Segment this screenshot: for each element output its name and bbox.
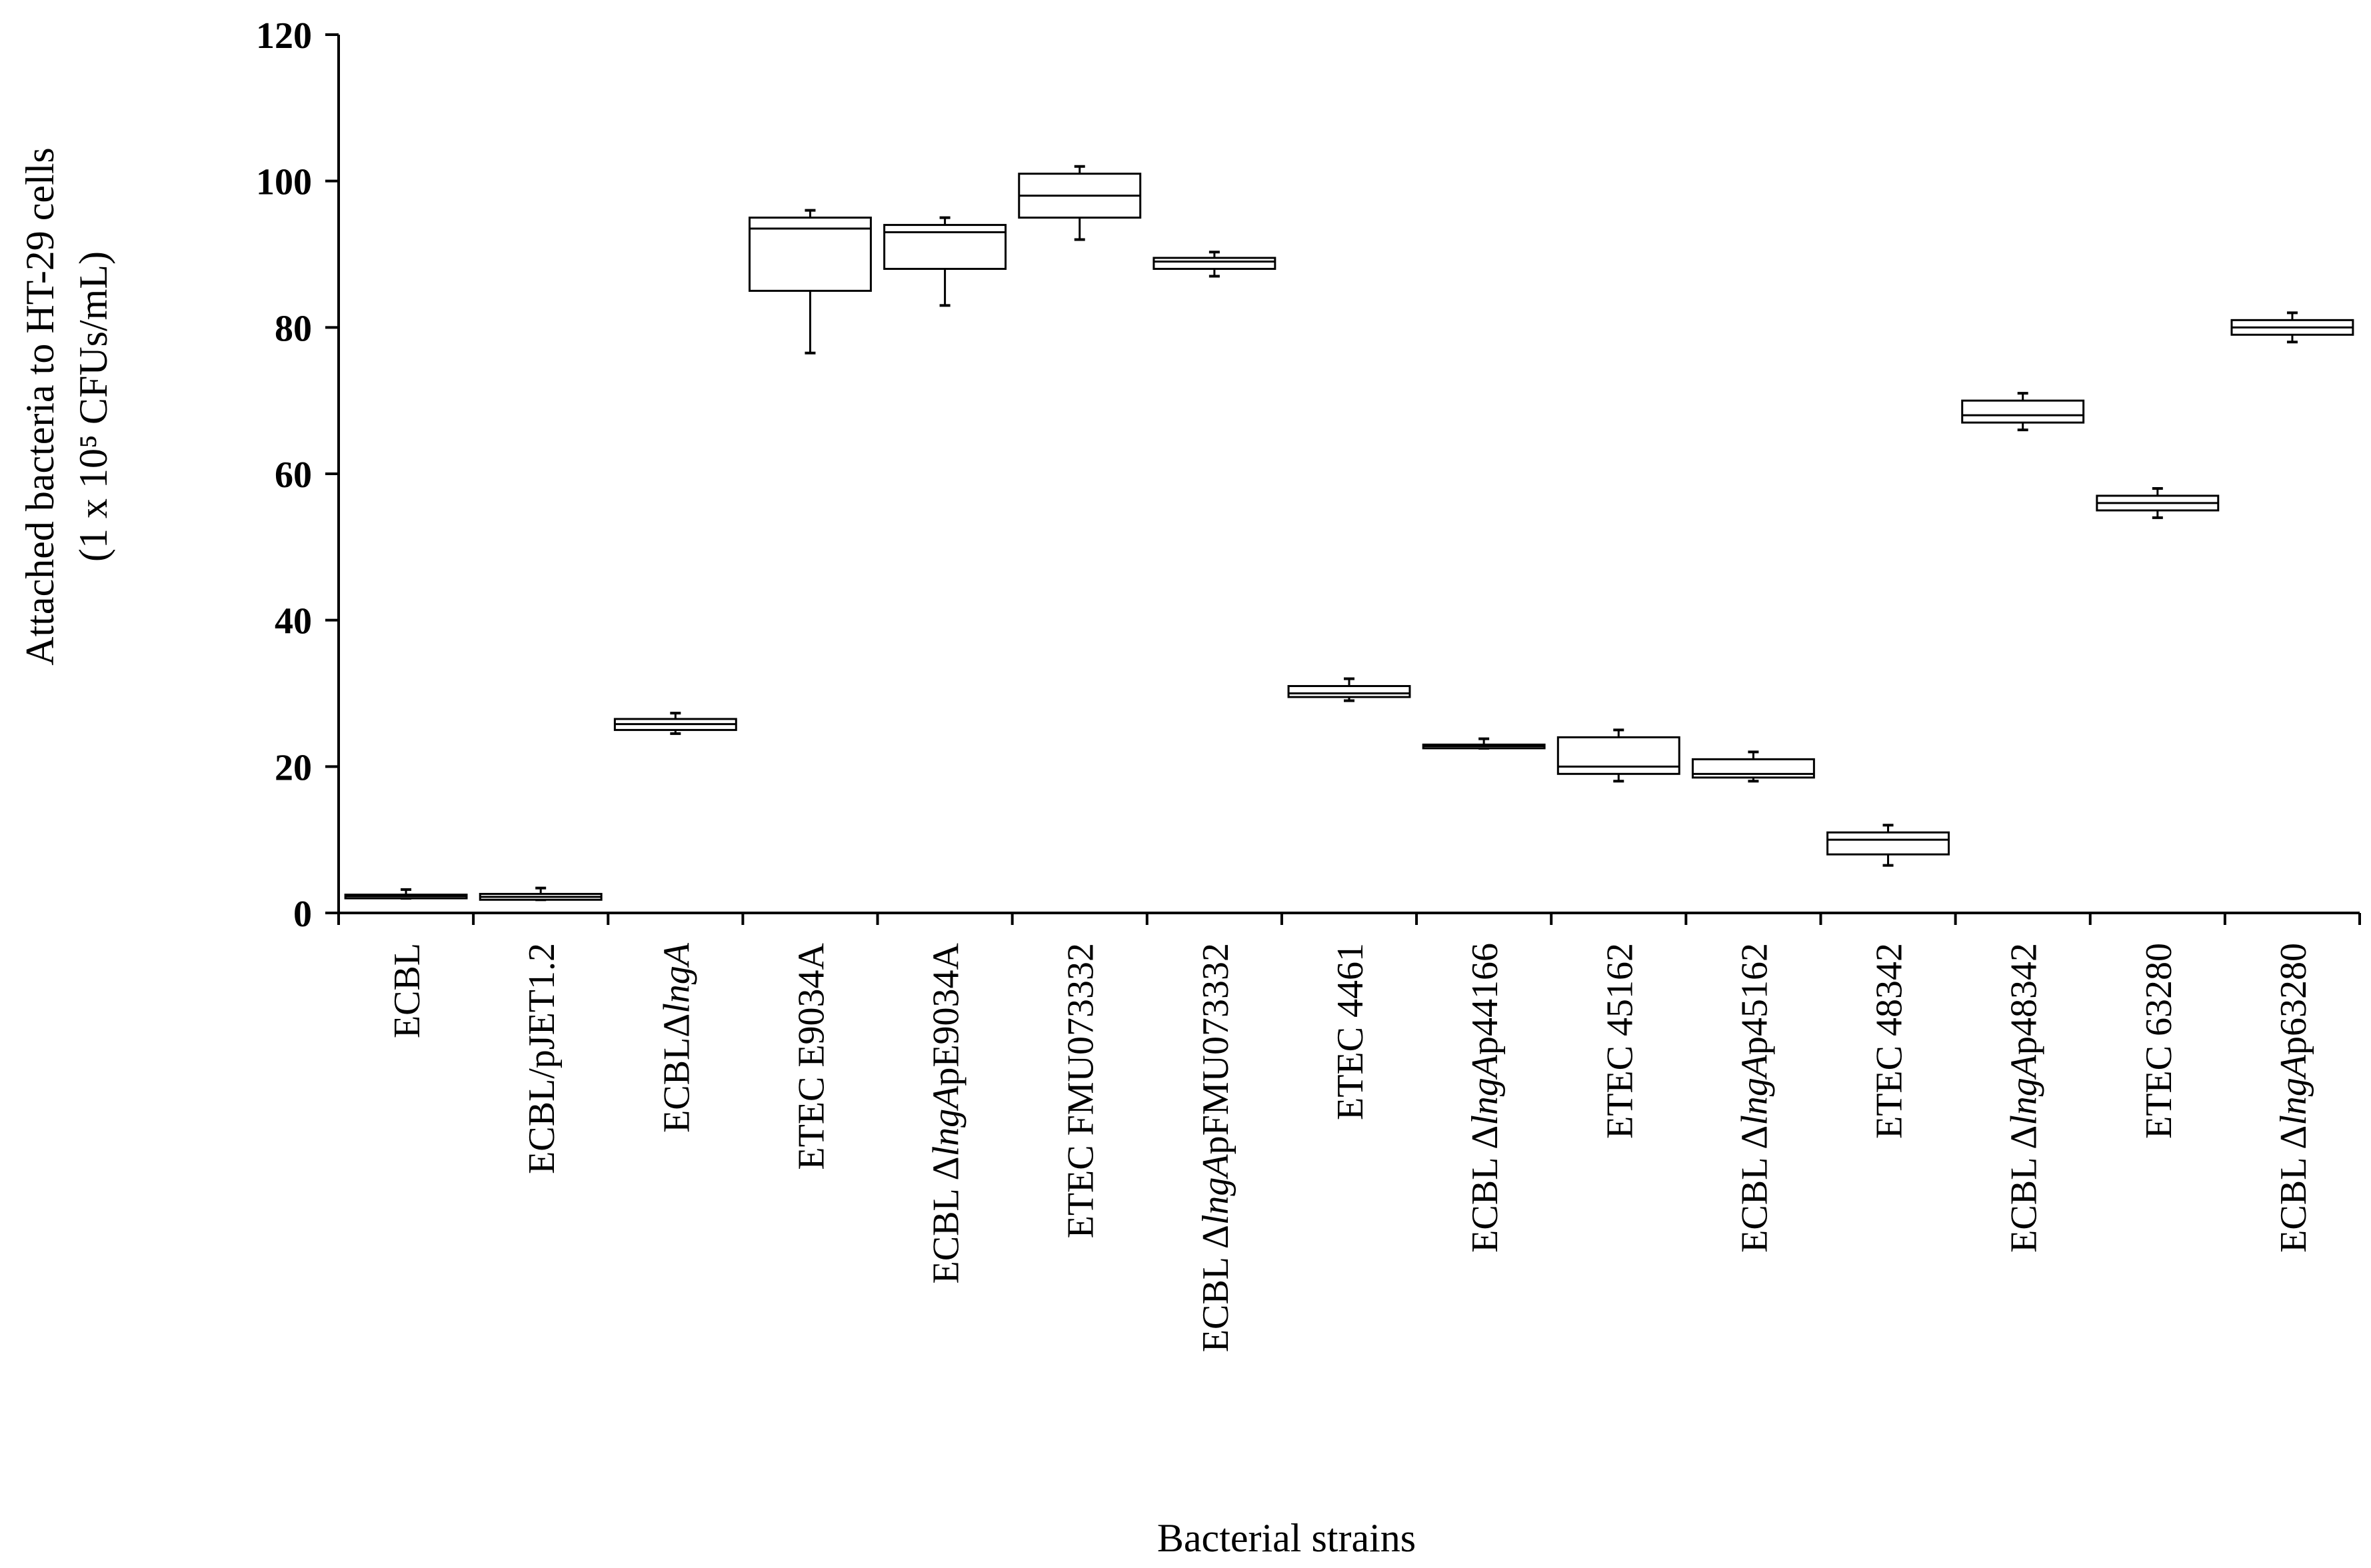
y-axis-title-line-1: Attached bacteria to HT-29 cells (18, 147, 62, 665)
box-1 (344, 888, 468, 900)
y-axis-title: Attached bacteria to HT-29 cells (1 x 10… (18, 147, 115, 665)
x-tick-label-part: ECBL/pJET1.2 (521, 943, 563, 1174)
box-7 (1153, 251, 1276, 278)
box-6 (1018, 165, 1142, 241)
x-tick-label-part: ECBL Δ (1734, 1126, 1775, 1253)
y-tick-label: 0 (293, 894, 312, 935)
x-tick-label-part: ETEC 48342 (1869, 943, 1910, 1139)
x-tick-label: ETEC E9034A (791, 942, 832, 1170)
x-tick-label: ETEC 45162 (1599, 943, 1640, 1139)
x-tick-label-part: ECBL Δ (2273, 1126, 2314, 1253)
x-tick-label-part: ECBL (387, 943, 428, 1038)
box-12 (1826, 824, 1950, 867)
y-tick-label: 60 (275, 454, 312, 496)
x-tick-label-part: p48342 (2004, 943, 2045, 1055)
box-3 (613, 712, 737, 735)
iqr-box (1826, 831, 1950, 856)
box-11 (1691, 750, 1815, 783)
iqr-box (1153, 257, 1276, 270)
x-tick-label-part: p63280 (2273, 943, 2314, 1055)
x-tick-label-italic-part: lngA (656, 942, 697, 1014)
x-tick-label: ECBL ΔlngAp63280 (2273, 943, 2314, 1253)
iqr-box (1556, 736, 1680, 775)
y-tick-label: 20 (275, 747, 312, 788)
x-tick-labels: ECBL ECBL/pJET1.2 ECBLΔlngA ETEC E9034AECBL… (387, 942, 2314, 1352)
iqr-box (749, 217, 872, 292)
box-series (344, 165, 2354, 902)
x-tick-label-italic-part: lngA (1464, 1054, 1506, 1126)
x-tick-label: ECBLΔlngA (656, 942, 697, 1133)
x-tick-label-part: ECBL Δ (2004, 1126, 2045, 1253)
box-2 (479, 886, 603, 902)
y-tick-label: 80 (275, 308, 312, 349)
x-tick-label-italic-part: lngA (926, 1086, 967, 1157)
box-13 (1961, 392, 2085, 432)
x-tick-label: ECBL ΔlngAp44166 (1464, 943, 1506, 1253)
x-tick-label-italic-part: lngA (2004, 1054, 2045, 1126)
box-14 (2096, 486, 2220, 519)
x-tick-label: ECBL/pJET1.2 (521, 943, 563, 1174)
box-8 (1287, 677, 1411, 702)
x-tick-label-italic-part: lngA (1734, 1054, 1775, 1126)
x-tick-label-part: ETEC 4461 (1330, 943, 1371, 1120)
x-tick-label-part: pE9034A (926, 942, 967, 1086)
x-tick-label: ECBL ΔlngApFMU073332 (1195, 943, 1236, 1352)
y-tick-label: 120 (256, 15, 312, 57)
x-tick-label: ETEC 63280 (2138, 943, 2180, 1139)
x-tick-label-part: ETEC E9034A (791, 942, 832, 1170)
x-tick-label-italic-part: lngA (2273, 1054, 2314, 1126)
x-tick-label-part: pFMU073332 (1195, 943, 1236, 1154)
x-tick-label-part: ETEC 63280 (2138, 943, 2180, 1139)
box-9 (1422, 737, 1546, 750)
x-tick-label: ECBL (387, 943, 428, 1038)
box-15 (2230, 311, 2354, 344)
box-4 (749, 209, 872, 355)
x-tick-label-part: ECBLΔ (656, 1014, 697, 1133)
x-tick-label: ETEC FMU073332 (1061, 943, 1102, 1238)
x-tick-label: ECBL ΔlngApE9034A (926, 942, 967, 1283)
x-tick-label-part: ECBL Δ (926, 1156, 967, 1283)
x-tick-label-part: ETEC FMU073332 (1061, 943, 1102, 1238)
box-10 (1556, 728, 1680, 783)
box-5 (883, 216, 1007, 307)
iqr-box (1287, 685, 1411, 698)
x-tick-label: ETEC 4461 (1330, 943, 1371, 1120)
x-tick-label: ETEC 48342 (1869, 943, 1910, 1139)
x-tick-label-part: ECBL Δ (1195, 1225, 1236, 1352)
x-tick-label-part: p45162 (1734, 943, 1775, 1055)
x-tick-label-part: ETEC 45162 (1599, 943, 1640, 1139)
y-axis: 0 20 40 60 80 100 120 (256, 15, 340, 935)
x-axis (337, 912, 2361, 925)
x-tick-label: ECBL ΔlngAp45162 (1734, 943, 1775, 1253)
x-tick-label: ECBL ΔlngAp48342 (2004, 943, 2045, 1253)
x-axis-title: Bacterial strains (1157, 1516, 1416, 1560)
x-tick-label-italic-part: lngA (1195, 1154, 1236, 1225)
y-tick-label: 40 (275, 601, 312, 642)
y-tick-label: 100 (256, 162, 312, 203)
y-axis-title-line-2: (1 x 10⁵ CFUs/mL) (71, 251, 115, 562)
x-tick-label-part: ECBL Δ (1464, 1126, 1506, 1253)
iqr-box (1961, 399, 2085, 424)
x-tick-label-part: p44166 (1464, 943, 1506, 1055)
